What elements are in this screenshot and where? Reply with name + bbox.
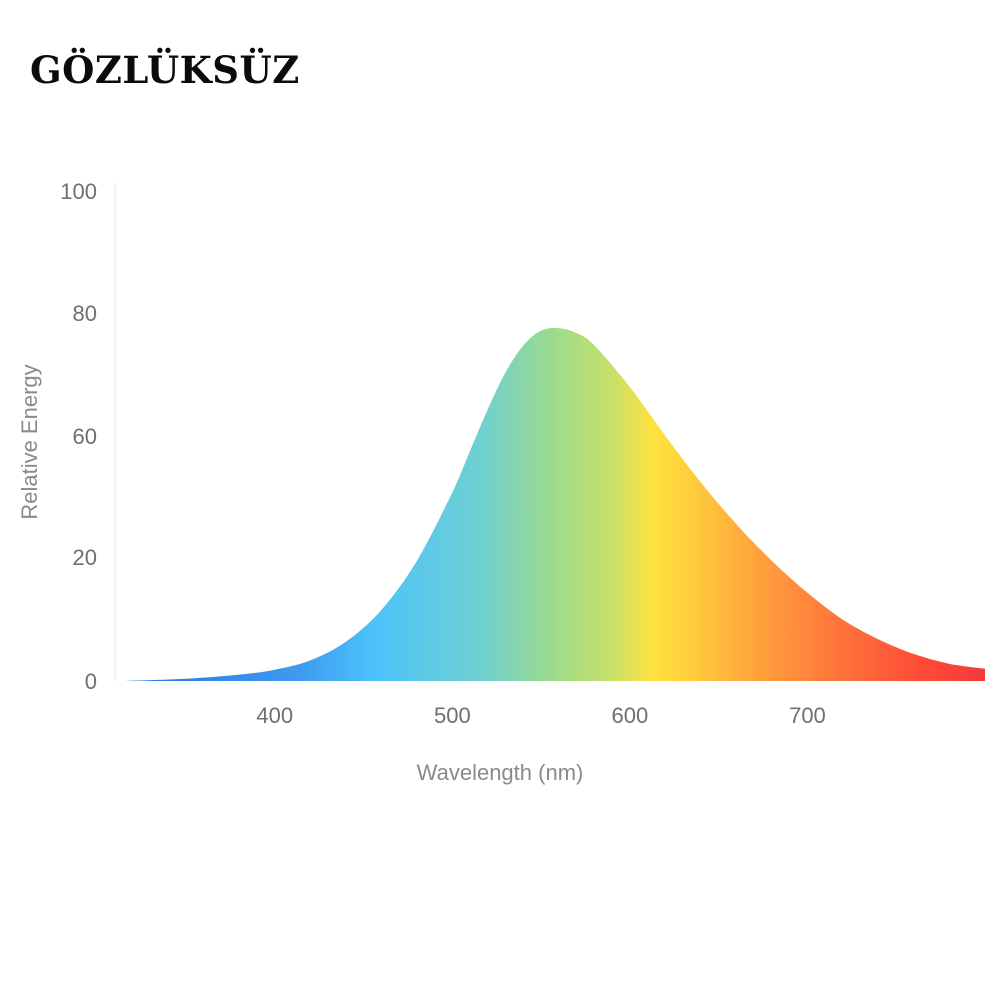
y-tick-label: 60 bbox=[73, 424, 97, 449]
x-tick-label: 700 bbox=[789, 703, 826, 728]
x-tick-label: 500 bbox=[434, 703, 471, 728]
y-tick-label: 80 bbox=[73, 301, 97, 326]
x-tick-label: 400 bbox=[256, 703, 293, 728]
x-tick-label: 600 bbox=[612, 703, 649, 728]
y-tick-label: 0 bbox=[85, 669, 97, 694]
spectrum-area bbox=[123, 328, 985, 681]
y-tick-label: 20 bbox=[73, 545, 97, 570]
y-axis-title: Relative Energy bbox=[17, 364, 42, 519]
y-tick-label: 100 bbox=[60, 179, 97, 204]
x-tick-labels: 400 500 600 700 bbox=[256, 703, 825, 728]
brand-logo: GÖZLÜKSÜZ bbox=[30, 48, 300, 92]
y-tick-labels: 0 20 60 80 100 bbox=[60, 179, 97, 694]
x-axis-title: Wavelength (nm) bbox=[417, 760, 584, 785]
